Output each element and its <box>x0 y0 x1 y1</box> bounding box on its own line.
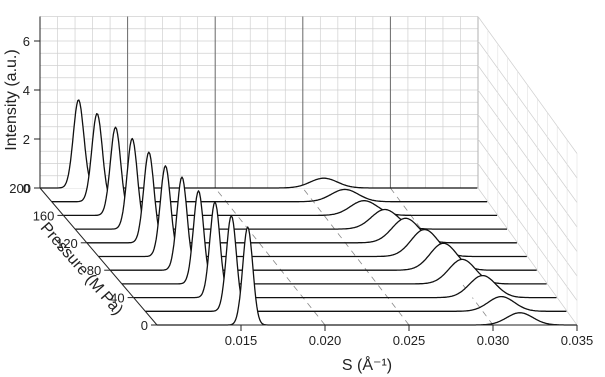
z-axis-title: Intensity (a.u.) <box>3 49 20 150</box>
y-tick-label: 120 <box>56 236 78 251</box>
y-tick-label: 0 <box>141 318 148 333</box>
series-fill-p100 <box>98 165 528 257</box>
series-line-p40 <box>133 201 557 299</box>
z-tick-label: 2 <box>23 132 30 147</box>
z-tick-label: 0 <box>23 181 30 196</box>
x-tick-label: 0.015 <box>225 333 258 348</box>
series-group <box>40 99 577 326</box>
x-tick-label: 0.030 <box>477 333 510 348</box>
y-tick-label: 200 <box>9 181 31 196</box>
floor-guide-line <box>214 187 326 326</box>
z-tick-label: 4 <box>23 83 30 98</box>
series-fill-p20 <box>145 215 568 312</box>
y-axis-title: Pressure (M Pa) <box>37 220 126 319</box>
x-tick-label: 0.020 <box>309 333 342 348</box>
series-fill-p40 <box>133 202 558 298</box>
series-fill-p160 <box>63 127 498 216</box>
series-line-p60 <box>121 190 547 285</box>
floor-guide-line <box>302 187 410 326</box>
x-tick-label: 0.025 <box>393 333 426 348</box>
series-fill-p200 <box>40 100 478 188</box>
y-axis-line <box>39 187 158 326</box>
back-wall-grid <box>39 16 479 189</box>
y-tick-label: 40 <box>110 291 124 306</box>
y-tick-label: 160 <box>33 208 55 223</box>
series-fill-p180 <box>51 113 488 202</box>
z-tick-label: 6 <box>23 34 30 49</box>
x-axis-title: S (Å⁻¹) <box>342 355 392 374</box>
x-tick-label: 0.035 <box>561 333 594 348</box>
floor-guides <box>214 187 494 326</box>
y-tick-label: 80 <box>87 263 101 278</box>
series-line-p20 <box>145 215 567 312</box>
side-wall-grid <box>477 16 578 326</box>
